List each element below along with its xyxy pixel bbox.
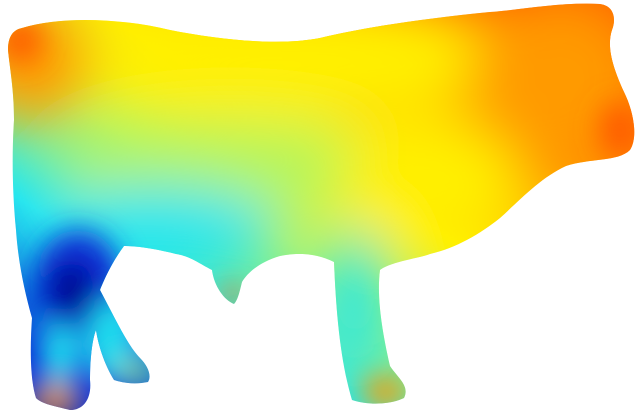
warm-hoof-front — [363, 376, 407, 408]
cool-front-leg-blob — [325, 230, 385, 370]
cold-hind-leg-core — [50, 262, 94, 318]
hottest-nose — [600, 102, 635, 158]
hot-rump-blob — [8, 3, 90, 120]
warm-shoulder-blob — [340, 120, 520, 240]
warm-hind-hoof — [119, 362, 151, 382]
heatmap-blobs — [8, 3, 635, 370]
cool-hind-leg-front — [42, 325, 78, 385]
